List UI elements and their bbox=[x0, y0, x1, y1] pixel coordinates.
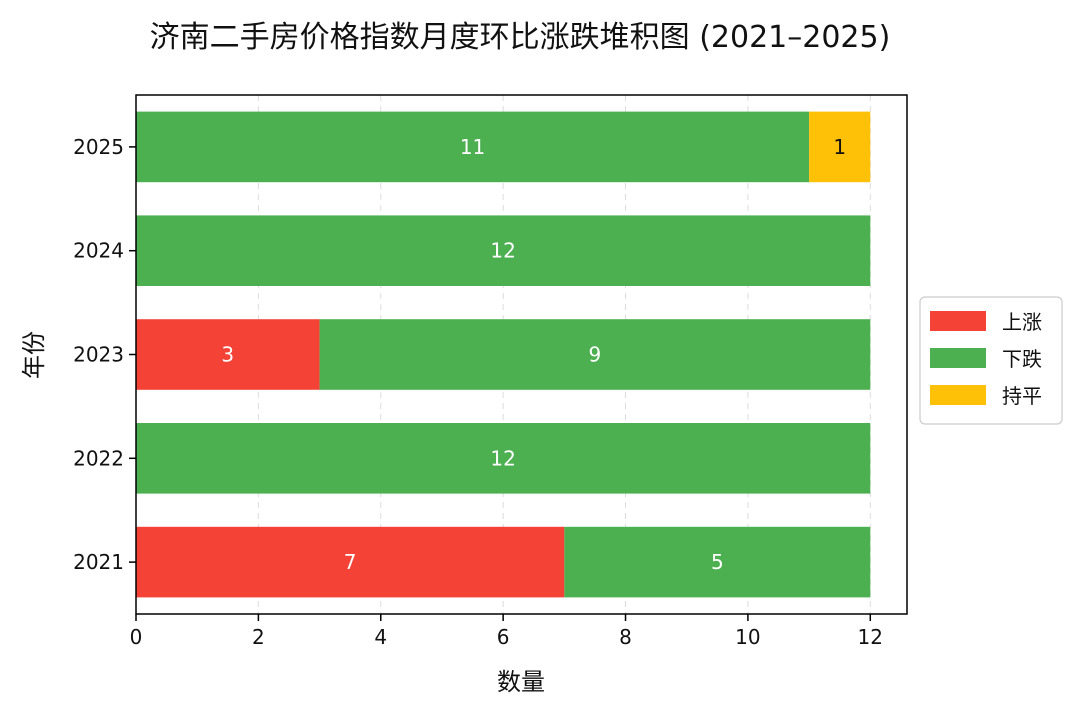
legend-swatch bbox=[930, 311, 986, 331]
bar-value-label: 3 bbox=[221, 343, 234, 367]
legend-swatch bbox=[930, 385, 986, 405]
bar-segment bbox=[136, 319, 320, 390]
legend-label: 上涨 bbox=[1002, 310, 1042, 334]
bar-value-label: 5 bbox=[711, 550, 724, 574]
x-tick-label: 10 bbox=[735, 625, 760, 649]
legend-label: 下跌 bbox=[1002, 347, 1042, 371]
bar-segment bbox=[809, 111, 871, 183]
ticks-layer: 0 2 4 6 8 10 12 2021 2022 2023 2024 2025 bbox=[73, 135, 883, 649]
bar-value-label: 7 bbox=[344, 550, 357, 574]
bar-segment bbox=[564, 526, 871, 598]
y-tick-label: 2024 bbox=[73, 239, 124, 263]
x-axis-label: 数量 bbox=[497, 668, 545, 696]
bar-segment bbox=[136, 526, 565, 598]
bar-segment bbox=[136, 423, 871, 494]
bar-value-label: 12 bbox=[490, 446, 515, 470]
bar-value-label: 9 bbox=[589, 343, 602, 367]
bar-segment bbox=[319, 319, 871, 390]
x-tick-label: 4 bbox=[374, 625, 387, 649]
x-tick-label: 8 bbox=[619, 625, 632, 649]
x-tick-label: 0 bbox=[130, 625, 143, 649]
bar-segment bbox=[136, 215, 871, 286]
legend-swatch bbox=[930, 348, 986, 368]
legend-label: 持平 bbox=[1002, 384, 1042, 408]
bar-value-label: 11 bbox=[460, 135, 485, 159]
bar-value-label: 1 bbox=[833, 135, 846, 159]
y-tick-label: 2021 bbox=[73, 550, 124, 574]
bar-value-label: 12 bbox=[490, 239, 515, 263]
x-tick-label: 2 bbox=[252, 625, 265, 649]
x-tick-label: 6 bbox=[497, 625, 510, 649]
x-tick-label: 12 bbox=[858, 625, 883, 649]
y-tick-label: 2025 bbox=[73, 135, 124, 159]
bar-segment bbox=[136, 111, 810, 183]
y-tick-label: 2023 bbox=[73, 343, 124, 367]
chart-title: 济南二手房价格指数月度环比涨跌堆积图 (2021–2025) bbox=[149, 20, 891, 55]
y-axis-label: 年份 bbox=[20, 331, 48, 379]
y-tick-label: 2022 bbox=[73, 446, 124, 470]
